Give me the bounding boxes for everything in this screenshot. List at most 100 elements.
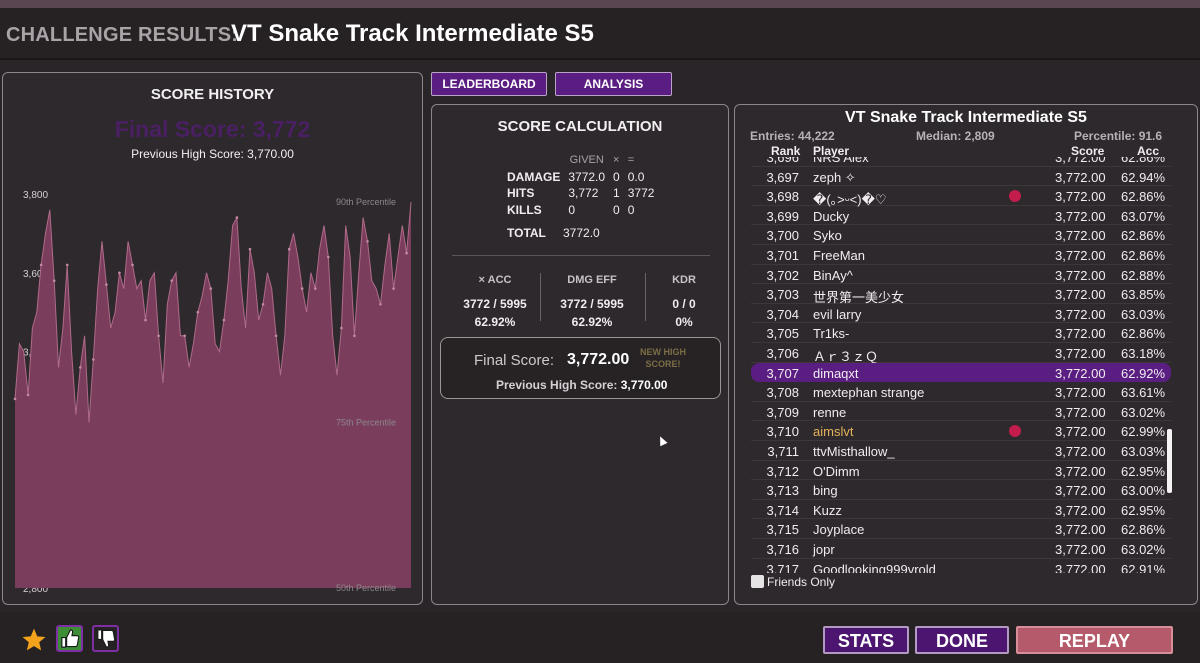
tab-analysis[interactable]: ANALYSIS (555, 72, 672, 96)
table-row[interactable]: 3,714 Kuzz 3,772.00 62.95% (751, 500, 1171, 520)
data-point (222, 318, 226, 322)
data-point (327, 255, 330, 259)
row-score: 3,772.00 (1055, 287, 1106, 303)
row-score: 3,772.00 (1055, 463, 1106, 479)
table-row[interactable]: 3,709 renne 3,772.00 63.02% (751, 402, 1171, 422)
data-point (105, 283, 108, 286)
row-rank: 3,705 (766, 326, 799, 342)
row-acc: 62.86% (1121, 248, 1166, 263)
row-rank: 3,696 (766, 157, 799, 165)
calc-header-result: = (627, 154, 635, 166)
row-score: 3,772.00 (1055, 169, 1106, 185)
row-player: FreeMan (813, 248, 866, 263)
row-player: jopr (813, 542, 835, 557)
column-header-acc[interactable]: Acc (1137, 144, 1160, 158)
thumbs-up-icon (61, 629, 80, 648)
calc-hits-result: 3772 (627, 186, 655, 200)
thumbs-up-button[interactable] (56, 625, 83, 652)
stat-accuracy-pct: 62.92% (474, 315, 516, 329)
done-button[interactable]: DONE (915, 626, 1009, 654)
row-acc: 63.02% (1121, 542, 1166, 557)
data-point (287, 247, 291, 251)
row-player: ttvMisthallow_ (813, 444, 895, 459)
table-row[interactable]: 3,699 Ducky 3,772.00 63.07% (751, 206, 1171, 226)
data-point (13, 397, 17, 401)
friends-only-checkbox[interactable] (751, 575, 764, 588)
table-row[interactable]: 3,713 bing 3,772.00 63.00% (751, 480, 1171, 500)
replay-button[interactable]: REPLAY (1016, 626, 1173, 654)
table-row[interactable]: 3,706 Ａｒ３ｚＱ 3,772.00 63.18% (751, 343, 1171, 364)
table-row[interactable]: 3,716 jopr 3,772.00 63.02% (751, 539, 1171, 559)
table-row[interactable]: 3,711 ttvMisthallow_ 3,772.00 63.03% (751, 441, 1171, 461)
stat-dmg-eff: DMG EFF 3772 / 5995 62.92% (546, 271, 638, 331)
row-player: Tr1ks- (813, 326, 850, 342)
stat-accuracy-ratio: 3772 / 5995 (463, 297, 527, 311)
table-row[interactable]: 3,696 NRS Alex 3,772.00 62.86% (751, 157, 1171, 167)
row-score: 3,772.00 (1055, 502, 1106, 518)
row-score: 3,772.00 (1055, 267, 1106, 283)
table-row[interactable]: 3,697 zeph ✧ 3,772.00 62.94% (751, 167, 1171, 187)
table-row[interactable]: 3,704 evil larry 3,772.00 63.03% (751, 304, 1171, 324)
previous-high-label: Previous High Score: (496, 378, 618, 392)
row-player: mextephan strange (813, 385, 925, 401)
calc-hits-label: HITS (507, 186, 535, 200)
row-acc: 62.86% (1121, 522, 1166, 538)
stat-dmg-eff-ratio: 3772 / 5995 (560, 297, 624, 311)
leaderboard-list[interactable]: 3,696 NRS Alex 3,772.00 62.86% 3,697 zeph ✧ 3,… (751, 157, 1171, 573)
row-acc: 62.94% (1121, 169, 1166, 185)
percentile-label: 75th Percentile (336, 418, 396, 428)
leaderboard-title: VT Snake Track Intermediate S5 (845, 109, 1087, 126)
row-score: 3,772.00 (1055, 404, 1106, 420)
y-tick-label: 2,800 (23, 584, 48, 595)
row-acc: 62.95% (1121, 502, 1166, 518)
row-player: zeph ✧ (813, 169, 856, 185)
data-point (340, 326, 343, 330)
column-header-score[interactable]: Score (1071, 144, 1105, 158)
table-row[interactable]: 3,700 Syko 3,772.00 62.86% (751, 225, 1171, 245)
data-point (157, 334, 160, 338)
table-row[interactable]: 3,717 Goodlooking999vrold 3,772.00 62.91% (751, 559, 1171, 573)
row-rank: 3,698 (766, 189, 799, 205)
calc-header-blank (504, 153, 563, 168)
percentile-label: 50th Percentile (336, 583, 396, 593)
data-point (39, 263, 43, 267)
star-icon[interactable] (21, 627, 47, 653)
table-row[interactable]: 3,702 BinAy^ 3,772.00 62.88% (751, 265, 1171, 285)
leaderboard-percentile: Percentile: 91.6 (1074, 129, 1163, 143)
data-point (379, 303, 382, 306)
data-point (170, 279, 173, 282)
row-rank: 3,707 (766, 365, 799, 381)
row-player: dimaqxt (813, 365, 859, 381)
tab-leaderboard[interactable]: LEADERBOARD (431, 72, 547, 96)
row-player: Ａｒ３ｚＱ (813, 349, 879, 364)
table-row[interactable]: 3,705 Tr1ks- 3,772.00 62.86% (751, 323, 1171, 343)
column-header-rank[interactable]: Rank (771, 144, 801, 158)
row-score: 3,772.00 (1055, 444, 1106, 459)
table-row-current-player[interactable]: 3,707 dimaqxt 3,772.00 62.92% (751, 362, 1171, 383)
data-point (353, 334, 356, 338)
row-player: Syko (813, 228, 842, 244)
stats-button[interactable]: STATS (823, 626, 909, 654)
row-rank: 3,708 (766, 385, 799, 401)
table-row[interactable]: 3,715 Joyplace 3,772.00 62.86% (751, 519, 1171, 539)
thumbs-down-button[interactable] (92, 625, 119, 652)
row-player: evil larry (813, 306, 862, 322)
row-rank: 3,711 (767, 444, 799, 459)
stat-accuracy: × ACC 3772 / 5995 62.92% (450, 271, 540, 331)
calc-damage-given: 3772.0 (568, 169, 606, 184)
data-point (405, 251, 408, 255)
row-rank: 3,715 (766, 522, 799, 538)
table-row[interactable]: 3,708 mextephan strange 3,772.00 63.61% (751, 382, 1171, 402)
row-acc: 62.91% (1121, 561, 1166, 573)
friends-only-toggle[interactable]: Friends Only (751, 575, 835, 589)
total-label: TOTAL (507, 226, 546, 240)
table-row[interactable]: 3,712 O'Dimm 3,772.00 62.95% (751, 461, 1171, 481)
data-point (248, 247, 252, 251)
table-row[interactable]: 3,698 �(｡>ᵕ<)�♡ 3,772.00 62.86% (751, 186, 1171, 207)
column-header-player[interactable]: Player (813, 144, 850, 158)
table-row[interactable]: 3,710 aimslvt 3,772.00 62.99% (751, 421, 1171, 441)
table-row[interactable]: 3,703 世界第一美少女 3,772.00 63.85% (751, 284, 1171, 305)
table-row[interactable]: 3,701 FreeMan 3,772.00 62.86% (751, 245, 1171, 265)
leaderboard-scrollbar[interactable] (1167, 429, 1172, 493)
